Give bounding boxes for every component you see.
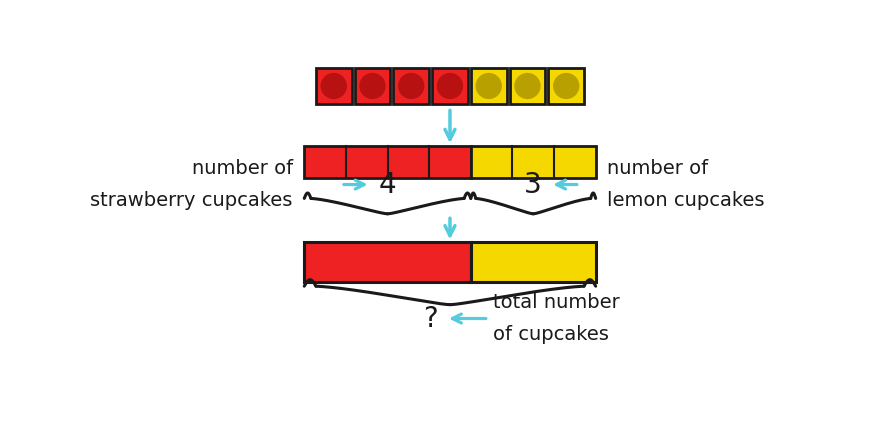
- Circle shape: [515, 74, 539, 98]
- Bar: [470, 242, 595, 283]
- Text: of cupcakes: of cupcakes: [493, 325, 609, 344]
- Bar: [470, 68, 506, 104]
- Text: total number: total number: [493, 293, 619, 312]
- Circle shape: [398, 74, 424, 98]
- Bar: [509, 68, 545, 104]
- Text: 4: 4: [378, 171, 396, 198]
- Bar: [431, 68, 467, 104]
- Bar: [316, 68, 351, 104]
- Circle shape: [553, 74, 578, 98]
- Circle shape: [475, 74, 501, 98]
- Bar: [470, 146, 595, 178]
- Bar: [304, 146, 470, 178]
- Text: number of: number of: [607, 160, 708, 178]
- Bar: [304, 242, 470, 283]
- Text: number of: number of: [191, 160, 292, 178]
- Text: 3: 3: [524, 171, 541, 198]
- Text: strawberry cupcakes: strawberry cupcakes: [90, 191, 292, 210]
- Bar: [548, 68, 583, 104]
- Circle shape: [321, 74, 346, 98]
- Text: ?: ?: [423, 304, 438, 333]
- Bar: [393, 68, 429, 104]
- Circle shape: [360, 74, 384, 98]
- Circle shape: [437, 74, 462, 98]
- Bar: [354, 68, 390, 104]
- Text: lemon cupcakes: lemon cupcakes: [607, 191, 764, 210]
